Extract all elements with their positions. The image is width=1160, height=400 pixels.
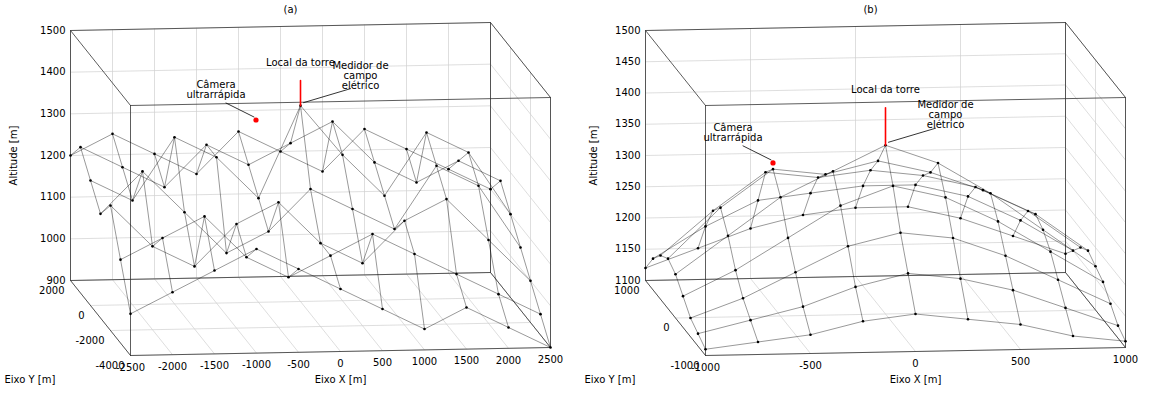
svg-text:0: 0 (912, 358, 918, 369)
svg-text:500: 500 (373, 357, 392, 368)
svg-text:0: 0 (78, 310, 84, 321)
svg-text:1300: 1300 (615, 150, 640, 161)
svg-text:Medidor decampoelétrico: Medidor decampoelétrico (332, 60, 388, 91)
svg-text:2500: 2500 (538, 354, 563, 365)
svg-text:0: 0 (663, 322, 669, 333)
svg-text:-1500: -1500 (200, 360, 229, 371)
svg-text:Altitude [m]: Altitude [m] (588, 126, 599, 186)
svg-text:1250: 1250 (615, 181, 640, 192)
svg-text:-500: -500 (799, 360, 822, 371)
svg-text:-1000: -1000 (670, 360, 699, 371)
svg-text:-1000: -1000 (242, 359, 271, 370)
svg-text:Câmeraultrarrápida: Câmeraultrarrápida (703, 122, 762, 143)
svg-text:(b): (b) (863, 4, 877, 15)
svg-text:Altitude [m]: Altitude [m] (8, 126, 19, 186)
svg-text:1400: 1400 (40, 66, 65, 77)
svg-text:1500: 1500 (40, 25, 65, 36)
svg-text:1350: 1350 (615, 118, 640, 129)
svg-text:1100: 1100 (40, 191, 65, 202)
svg-text:Local da torre: Local da torre (266, 57, 335, 68)
svg-text:1000: 1000 (40, 233, 65, 244)
svg-text:1200: 1200 (40, 150, 65, 161)
svg-text:-2000: -2000 (158, 361, 187, 372)
svg-text:-4000: -4000 (95, 360, 124, 371)
svg-text:-1000: -1000 (691, 361, 720, 373)
svg-text:2000: 2000 (496, 355, 521, 366)
svg-text:1000: 1000 (412, 356, 437, 367)
svg-text:1150: 1150 (615, 243, 640, 254)
svg-text:Eixo Y [m]: Eixo Y [m] (5, 374, 56, 385)
svg-text:Eixo X [m]: Eixo X [m] (890, 374, 942, 385)
svg-text:1200: 1200 (615, 212, 640, 223)
svg-text:900: 900 (46, 275, 65, 286)
svg-text:Medidor decampoelétrico: Medidor decampoelétrico (917, 99, 973, 130)
svg-text:-500: -500 (287, 359, 310, 370)
svg-text:1500: 1500 (615, 25, 640, 36)
svg-text:1100: 1100 (615, 275, 640, 286)
svg-text:1450: 1450 (615, 56, 640, 67)
svg-text:0: 0 (337, 358, 343, 369)
svg-text:1400: 1400 (615, 87, 640, 98)
svg-text:1500: 1500 (454, 355, 479, 366)
svg-text:Câmeraultrarrápida: Câmeraultrarrápida (186, 79, 245, 100)
svg-text:1000: 1000 (1113, 354, 1138, 365)
svg-text:2000: 2000 (39, 285, 64, 296)
svg-text:1000: 1000 (614, 285, 639, 296)
svg-text:(a): (a) (284, 4, 298, 15)
svg-text:-2000: -2000 (75, 335, 104, 346)
svg-text:500: 500 (1011, 356, 1030, 367)
svg-text:Local da torre: Local da torre (851, 84, 920, 95)
svg-text:1300: 1300 (40, 108, 65, 119)
svg-text:Eixo Y [m]: Eixo Y [m] (585, 374, 636, 385)
svg-text:Eixo X [m]: Eixo X [m] (315, 374, 367, 385)
svg-text:-2500: -2500 (116, 361, 145, 373)
